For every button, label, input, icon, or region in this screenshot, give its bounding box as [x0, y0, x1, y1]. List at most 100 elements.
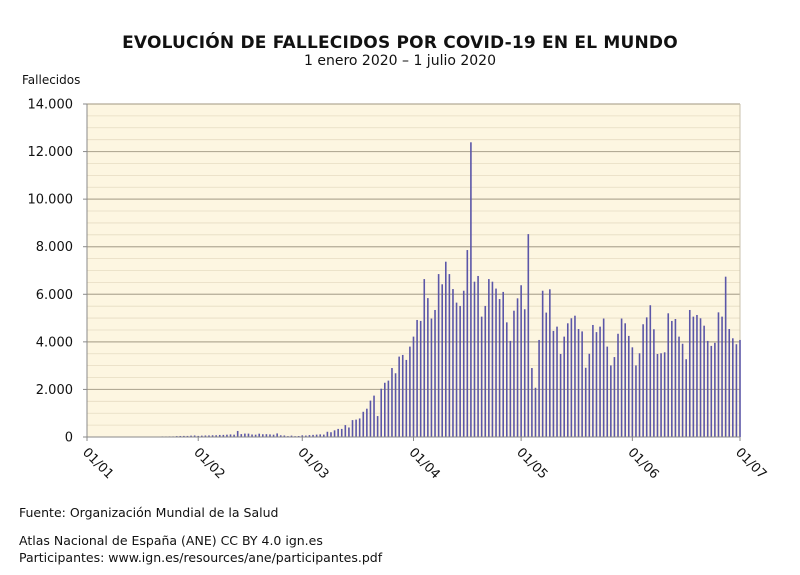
bar-26/05	[610, 365, 612, 437]
bar-28/04	[509, 340, 512, 437]
bar-24/02	[279, 435, 282, 437]
bar-12/06	[671, 320, 673, 437]
bar-10/05	[552, 330, 555, 437]
bar-18/05	[581, 331, 583, 437]
x-tick-label: 01/06	[625, 445, 662, 482]
bar-05/05	[534, 387, 537, 437]
bar-06/03	[319, 434, 322, 437]
bar-15/02	[247, 433, 250, 437]
bar-11/02	[233, 434, 235, 437]
bar-12/05	[559, 353, 562, 437]
bar-14/04	[459, 305, 461, 437]
y-tick-label: 14.000	[28, 98, 74, 113]
bar-22/03	[376, 416, 379, 437]
bar-01/05	[520, 285, 522, 437]
bar-09/02	[226, 434, 228, 437]
bar-15/05	[570, 318, 573, 437]
bar-18/04	[473, 281, 476, 437]
bar-24/06	[714, 342, 716, 437]
bar-10/04	[444, 261, 447, 437]
bar-14/06	[678, 336, 680, 437]
bar-22/05	[595, 332, 598, 437]
bar-23/02	[276, 433, 278, 437]
bar-03/05	[527, 234, 530, 437]
bar-03/06	[638, 353, 641, 437]
bar-27/02	[290, 435, 293, 437]
y-tick-label: 6.000	[36, 288, 73, 303]
bar-09/04	[441, 284, 443, 437]
x-tick-label: 01/07	[732, 445, 769, 482]
bar-31/03	[409, 346, 411, 437]
bar-09/06	[660, 353, 662, 437]
bar-16/06	[685, 359, 687, 437]
bar-19/06	[696, 314, 698, 437]
bar-17/02	[254, 434, 257, 437]
bar-15/03	[351, 420, 354, 437]
y-tick-label: 12.000	[28, 145, 74, 160]
bar-02/03	[305, 435, 307, 437]
bar-25/02	[283, 435, 286, 437]
bar-21/06	[703, 325, 705, 437]
bar-01/02	[197, 435, 200, 437]
bar-23/05	[599, 326, 601, 437]
license-note: Atlas Nacional de España (ANE) CC BY 4.0…	[19, 533, 323, 548]
bar-20/05	[588, 353, 591, 437]
bar-28/06	[728, 329, 731, 437]
bar-22/04	[488, 279, 490, 437]
bar-16/02	[251, 434, 253, 437]
bar-29/03	[401, 354, 404, 437]
bar-26/04	[502, 291, 504, 437]
source-note: Fuente: Organización Mundial de la Salud	[19, 505, 279, 520]
bar-19/05	[584, 367, 587, 437]
bar-10/03	[333, 430, 336, 437]
bar-12/04	[452, 289, 454, 437]
bar-24/05	[602, 318, 605, 437]
bar-19/02	[262, 434, 264, 437]
bar-17/05	[577, 329, 580, 437]
bar-19/04	[477, 275, 479, 437]
bar-20/06	[699, 318, 702, 437]
chart-subtitle: 1 enero 2020 – 1 julio 2020	[304, 53, 496, 69]
bar-09/03	[330, 432, 332, 437]
bar-30/03	[405, 359, 408, 437]
bar-27/04	[505, 322, 508, 437]
bar-29/05	[620, 318, 623, 437]
bar-30/05	[624, 323, 626, 437]
bar-25/04	[498, 299, 501, 437]
bar-23/03	[380, 388, 383, 437]
bar-10/02	[229, 434, 232, 437]
y-tick-label: 10.000	[28, 193, 74, 208]
bar-22/02	[272, 434, 275, 437]
bar-23/04	[491, 281, 494, 437]
bar-09/05	[549, 289, 551, 437]
y-tick-label: 0	[65, 431, 73, 446]
bar-05/04	[427, 298, 429, 437]
bar-07/04	[434, 309, 436, 437]
bar-21/02	[269, 434, 271, 437]
bar-07/06	[653, 329, 655, 437]
x-tick-label: 01/02	[190, 445, 227, 482]
bar-17/06	[688, 309, 691, 437]
y-tick-label: 8.000	[36, 240, 73, 255]
bar-03/04	[419, 320, 422, 437]
bar-11/06	[667, 313, 670, 437]
bar-08/06	[656, 353, 659, 437]
bar-13/02	[240, 434, 243, 437]
bar-08/02	[222, 434, 225, 437]
bar-06/05	[538, 339, 540, 437]
bar-28/03	[398, 356, 400, 437]
bar-27/05	[613, 357, 616, 437]
chart-canvas: 0 2.000 4.000 6.000 8.000 10.000 12.000 14.000 0…	[28, 98, 770, 483]
bar-24/04	[495, 288, 497, 437]
bar-23/06	[710, 345, 713, 437]
participants-note: Participantes: www.ign.es/resources/ane/…	[19, 550, 383, 565]
bar-20/03	[369, 400, 372, 437]
bar-03/03	[308, 435, 311, 437]
bar-05/06	[645, 317, 648, 437]
bar-08/05	[545, 312, 548, 437]
bar-13/03	[344, 425, 347, 437]
bar-18/03	[362, 411, 365, 437]
bar-06/02	[215, 435, 217, 437]
bar-19/03	[366, 408, 368, 437]
bar-08/04	[437, 274, 440, 437]
